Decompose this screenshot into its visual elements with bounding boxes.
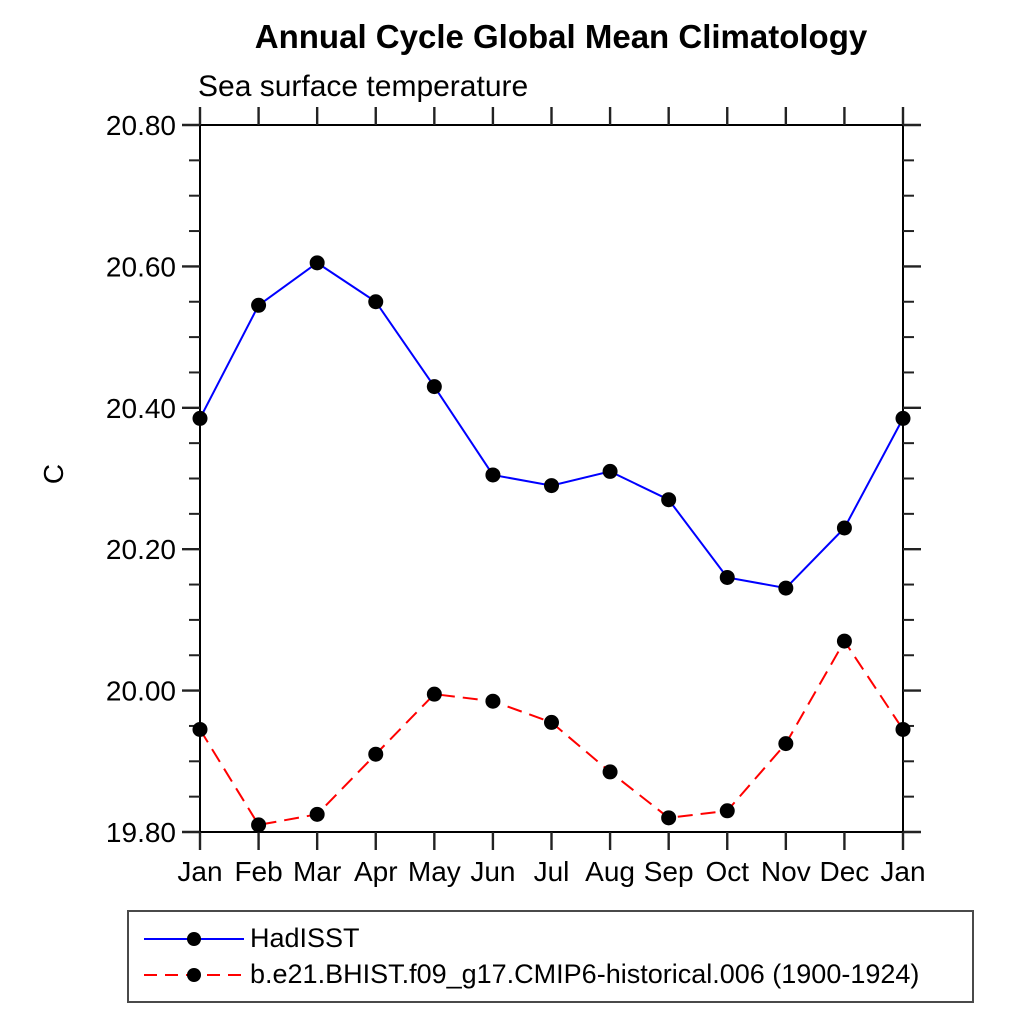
chart-title: Annual Cycle Global Mean Climatology [254,18,868,55]
x-tick-label: Jun [470,856,515,887]
x-tick-label: Aug [585,856,635,887]
x-tick-label: Sep [644,856,694,887]
series-line-0 [199,261,904,590]
legend-label-model: b.e21.BHIST.f09_g17.CMIP6-historical.006… [250,959,920,989]
x-tick-label: Oct [705,856,749,887]
x-tick-label: Mar [293,856,341,887]
y-tick-label: 19.80 [106,817,176,848]
data-point [602,764,618,780]
data-point [836,633,852,649]
data-point [778,580,794,596]
data-point [426,686,442,702]
legend-dashed-line-icon [144,967,244,982]
data-point [309,255,325,271]
data-point [368,746,384,762]
data-point [836,520,852,536]
data-point [719,569,735,585]
data-point [544,478,559,494]
data-point [426,379,442,395]
legend-solid-line-icon [144,931,244,946]
y-tick-label: 20.40 [106,393,176,424]
data-point [251,817,267,833]
legend-item-hadisst: HadISST [143,923,972,954]
y-tick-label: 20.60 [106,251,176,282]
x-tick-label: Jan [880,856,925,887]
x-tick-label: Nov [761,856,811,887]
x-tick-label: May [408,856,461,887]
x-tick-label: Jul [534,856,570,887]
data-point [895,410,911,426]
data-point [192,410,208,426]
x-tick-label: Dec [820,856,870,887]
data-point [719,803,735,819]
series-line-1 [199,639,904,827]
y-tick-label: 20.00 [106,676,176,707]
y-tick-label: 20.80 [106,110,176,141]
data-point [895,721,911,737]
data-point [602,463,618,479]
data-point [485,467,501,483]
y-tick-label: 20.20 [106,534,176,565]
x-tick-label: Apr [354,856,398,887]
data-point [309,806,325,822]
legend-item-model: b.e21.BHIST.f09_g17.CMIP6-historical.006… [143,959,972,990]
data-point [485,693,501,709]
data-point [778,736,794,752]
legend-label-hadisst: HadISST [250,923,360,953]
x-tick-label: Feb [234,856,282,887]
data-point [192,721,208,737]
data-point [251,297,267,313]
data-point [544,714,559,730]
data-point [661,492,677,508]
data-point [368,294,384,310]
x-tick-label: Jan [177,856,222,887]
chart-subtitle: Sea surface temperature [198,70,529,103]
data-point [661,810,677,826]
legend: HadISST b.e21.BHIST.f09_g17.CMIP6-histor… [127,910,974,1003]
